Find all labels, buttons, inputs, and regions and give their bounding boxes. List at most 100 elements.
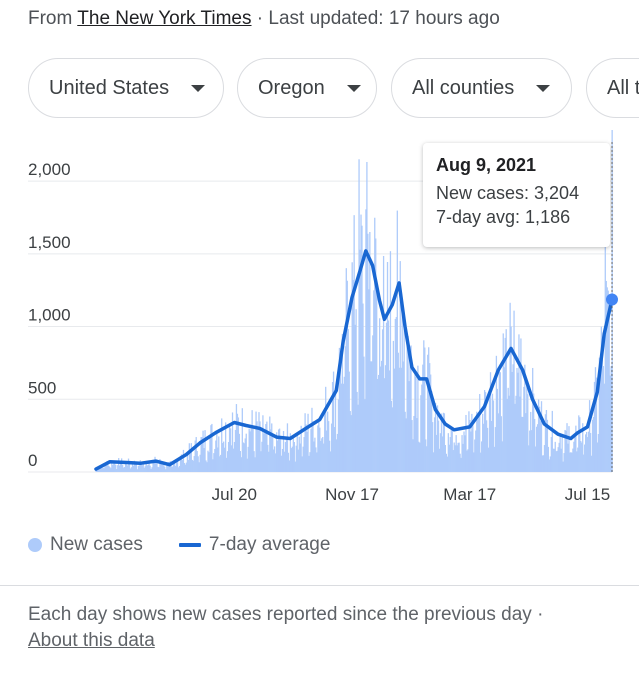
new-cases-bar: [212, 459, 214, 472]
new-cases-bar: [273, 449, 275, 472]
new-cases-bar: [95, 470, 97, 472]
new-cases-bar: [130, 467, 133, 472]
new-cases-bar: [204, 430, 206, 472]
new-cases-bar: [541, 455, 544, 472]
new-cases-bar: [393, 368, 396, 472]
new-cases-bar: [283, 451, 286, 472]
new-cases-bar: [422, 364, 424, 472]
new-cases-bar: [259, 421, 261, 472]
new-cases-bar: [104, 465, 106, 472]
new-cases-bar: [134, 464, 137, 472]
new-cases-bar: [113, 461, 115, 472]
new-cases-bar: [151, 467, 153, 472]
new-cases-bar: [182, 449, 185, 472]
new-cases-bar: [186, 454, 189, 472]
new-cases-bar: [563, 453, 565, 472]
x-tick-label: Mar 17: [443, 485, 496, 504]
new-cases-bar: [546, 419, 549, 472]
new-cases-bar: [282, 430, 285, 472]
new-cases-bar: [456, 445, 458, 472]
new-cases-bar: [127, 458, 130, 472]
new-cases-bar: [473, 452, 475, 472]
new-cases-bar: [100, 466, 102, 472]
new-cases-bar: [363, 356, 365, 472]
state-filter[interactable]: Oregon: [237, 58, 377, 118]
new-cases-bar: [571, 452, 573, 472]
new-cases-bar: [142, 462, 144, 472]
new-cases-bar: [163, 465, 165, 472]
new-cases-bar: [166, 465, 168, 472]
new-cases-bar: [449, 437, 451, 472]
new-cases-bar: [423, 340, 425, 472]
new-cases-bar: [371, 361, 373, 472]
new-cases-bar: [128, 463, 131, 472]
new-cases-bar: [460, 457, 462, 472]
new-cases-bar: [266, 421, 268, 472]
county-filter[interactable]: All counties: [391, 58, 572, 118]
new-cases-bar: [110, 468, 112, 472]
new-cases-bar: [314, 437, 316, 472]
new-cases-bar: [354, 324, 356, 472]
new-cases-bar: [429, 363, 431, 472]
new-cases-bar: [146, 465, 148, 472]
new-cases-bar: [477, 419, 479, 472]
y-tick-label: 1,000: [28, 306, 71, 325]
new-cases-bar: [516, 367, 518, 472]
new-cases-bar: [240, 457, 242, 472]
new-cases-bar: [172, 466, 174, 472]
y-tick-label: 1,500: [28, 233, 71, 252]
new-cases-bar: [224, 422, 227, 472]
new-cases-bar: [398, 367, 400, 472]
new-cases-bar: [139, 460, 141, 472]
new-cases-bar: [179, 455, 182, 472]
new-cases-bar: [329, 451, 332, 472]
new-cases-bar: [336, 433, 339, 472]
new-cases-bar: [355, 309, 357, 472]
new-cases-bar: [419, 442, 421, 472]
new-cases-bar: [345, 268, 347, 472]
new-cases-bar: [416, 418, 418, 472]
new-cases-bar: [349, 411, 351, 472]
new-cases-bar: [276, 432, 278, 472]
new-cases-bar: [542, 455, 545, 472]
new-cases-bar: [138, 465, 140, 472]
new-cases-bar: [123, 467, 126, 472]
new-cases-bar: [168, 462, 170, 472]
new-cases-bar: [172, 461, 175, 472]
source-line: From The New York Times · Last updated: …: [28, 8, 500, 30]
source-link[interactable]: The New York Times: [77, 8, 252, 29]
new-cases-bar: [558, 442, 560, 472]
new-cases-bar: [464, 435, 466, 472]
new-cases-bar: [117, 465, 119, 472]
new-cases-bar: [504, 337, 506, 472]
new-cases-bar: [339, 363, 342, 472]
new-cases-bar: [197, 456, 199, 472]
new-cases-bar: [461, 435, 463, 472]
new-cases-bar: [234, 429, 237, 472]
new-cases-bar: [222, 443, 224, 472]
new-cases-bar: [175, 462, 178, 472]
about-data-link[interactable]: About this data: [28, 630, 155, 651]
time-filter[interactable]: All t: [586, 58, 639, 118]
new-cases-bar: [402, 361, 404, 472]
new-cases-bar: [164, 466, 166, 472]
new-cases-bar: [576, 451, 578, 472]
new-cases-bar: [403, 321, 405, 472]
new-cases-bar: [568, 426, 570, 472]
country-filter-label: United States: [49, 76, 170, 99]
new-cases-bar: [417, 365, 419, 472]
new-cases-bar: [202, 430, 204, 472]
filter-bar: United States Oregon All counties All t: [28, 58, 639, 120]
new-cases-bar: [490, 420, 493, 472]
new-cases-bar: [141, 465, 143, 472]
new-cases-bar: [454, 445, 456, 472]
new-cases-bar: [536, 424, 539, 472]
new-cases-bar: [587, 431, 590, 472]
new-cases-bar: [519, 396, 521, 472]
new-cases-bar: [530, 411, 532, 472]
country-filter[interactable]: United States: [28, 58, 224, 118]
new-cases-bar: [500, 416, 502, 472]
new-cases-bar: [425, 439, 427, 472]
new-cases-bar: [274, 446, 276, 472]
